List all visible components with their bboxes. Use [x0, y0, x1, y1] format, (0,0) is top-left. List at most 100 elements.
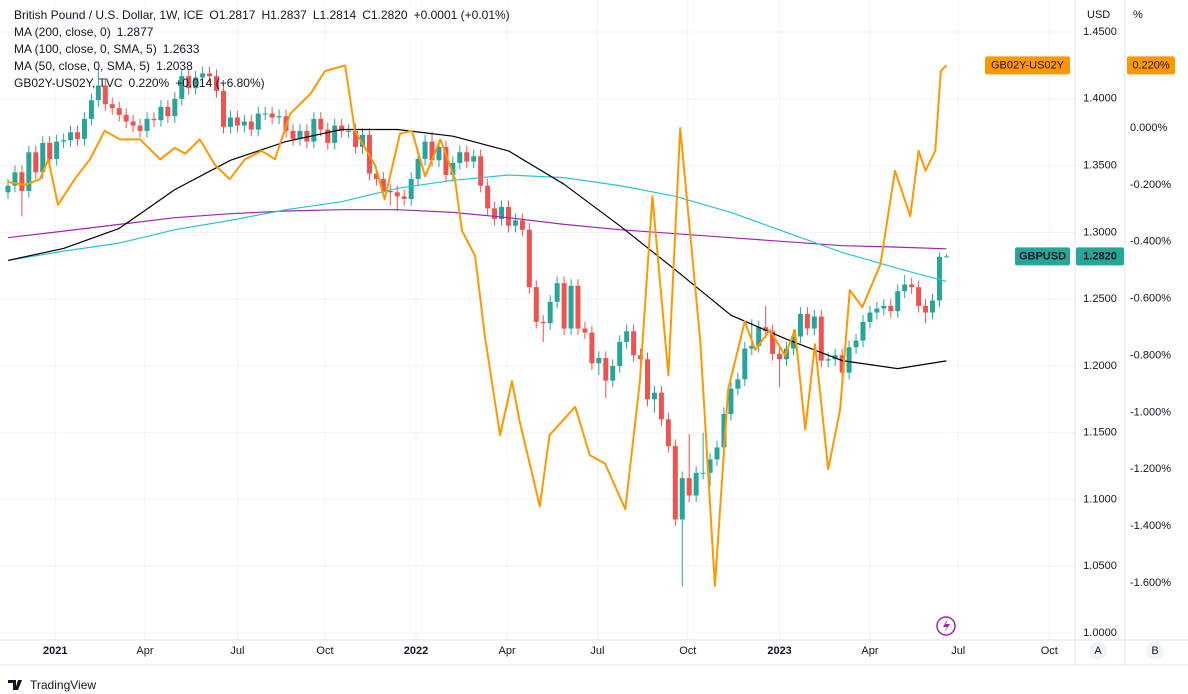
candle-body [179, 76, 185, 99]
y-tick-label: 1.3000 [1083, 226, 1117, 238]
candle-body [19, 172, 25, 191]
x-tick-label: Oct [316, 645, 333, 657]
candle-body [610, 365, 616, 381]
scale-button-bg[interactable] [1089, 642, 1107, 660]
pct-axis-title: % [1133, 9, 1143, 21]
candle-body [631, 331, 637, 356]
candle-body [40, 142, 46, 173]
candle-body [443, 146, 449, 175]
x-tick-label: Oct [679, 645, 696, 657]
candle-body [867, 312, 873, 322]
legend-series-value: 0.220% [129, 76, 170, 90]
candle-body [832, 355, 838, 360]
candle-body [519, 220, 525, 230]
candle-body [735, 379, 741, 389]
candle-body [193, 77, 199, 89]
candle-body [373, 173, 379, 179]
candle-body [902, 284, 908, 292]
plot-area [5, 64, 949, 587]
candle-body [923, 305, 929, 313]
candle-body [839, 355, 845, 373]
y-tick-label: 1.4000 [1083, 93, 1117, 105]
legend-ohlc: O1.2817 [209, 8, 255, 22]
candle-body [909, 284, 915, 288]
candle-body [478, 156, 484, 186]
candle-body [763, 327, 769, 332]
candle-body [200, 73, 206, 78]
candle-body [346, 130, 352, 132]
y-tick-label: 1.4500 [1083, 26, 1117, 38]
x-tick-label: Jul [951, 645, 965, 657]
legend-change: +0.0001 (+0.01%) [414, 8, 510, 22]
legend-series-value: 1.2633 [163, 42, 200, 56]
candle-body [770, 331, 776, 354]
candle-body [109, 104, 115, 109]
candle-body [651, 392, 657, 400]
candle-body [325, 129, 331, 143]
candle-body [12, 172, 18, 186]
candle-body [672, 446, 678, 520]
legend-ohlc: H1.2837 [261, 8, 307, 22]
candle-body [130, 121, 136, 126]
scale-button[interactable]: A [1094, 645, 1102, 657]
y2-tick-label: -0.200% [1130, 179, 1171, 191]
candle-body [151, 118, 157, 121]
x-tick-label: Apr [861, 645, 878, 657]
candle-body [464, 152, 470, 162]
candle-body [227, 117, 233, 127]
candle-body [311, 118, 317, 142]
candle-body [492, 208, 498, 220]
legend-series-value: 1.2877 [117, 25, 154, 39]
candle-body [123, 114, 129, 122]
line-series [7, 64, 948, 587]
price-axis-title: USD [1087, 9, 1110, 21]
scale-button[interactable]: B [1151, 645, 1158, 657]
candle-body [561, 283, 567, 329]
y2-tick-label: -0.400% [1130, 236, 1171, 248]
candle-body [81, 118, 87, 139]
candle-body [512, 220, 518, 226]
series-name-label-box [1015, 247, 1070, 266]
candle-body [5, 185, 11, 193]
legend-series-name: GB02Y-US02Y, TVC [14, 76, 123, 90]
x-tick-label: Oct [1041, 645, 1058, 657]
y2-tick-label: 0.000% [1130, 122, 1168, 134]
candle-body [485, 185, 491, 209]
candle-body [881, 305, 887, 309]
candle-body [95, 85, 101, 101]
candle-body [332, 125, 338, 143]
candle-body [234, 117, 240, 126]
footer-logo[interactable]: TradingView [30, 678, 96, 692]
candle-body [422, 141, 428, 159]
candle-body [353, 130, 359, 147]
candle-body [318, 118, 324, 130]
candle-body [645, 359, 651, 400]
legend-series-name: MA (50, close, 0, SMA, 5) [14, 59, 150, 73]
candle-body [797, 313, 803, 337]
y2-tick-label: -1.200% [1130, 463, 1171, 475]
scale-button-bg[interactable] [1146, 642, 1164, 660]
candle-body [804, 313, 810, 329]
x-tick-label: Apr [136, 645, 153, 657]
line-series [7, 174, 947, 282]
alert-bolt[interactable] [943, 619, 950, 633]
legend-series-name: MA (100, close, 0, SMA, 5) [14, 42, 157, 56]
candle-body [665, 419, 671, 447]
candle-body [450, 162, 456, 175]
alert-icon[interactable] [936, 616, 956, 636]
x-tick-label: Jul [590, 645, 604, 657]
candle-body [742, 348, 748, 380]
candle-body [186, 76, 192, 89]
series-name-label: GB02Y-US02Y [991, 59, 1065, 71]
legend: British Pound / U.S. Dollar, 1W, ICE O1.2… [14, 8, 510, 90]
x-tick-label: 2023 [767, 645, 791, 657]
candle-body [26, 152, 32, 191]
candle-body [505, 207, 511, 226]
candle-body [916, 287, 922, 306]
candle-body [61, 140, 67, 142]
x-tick-label: 2021 [43, 645, 67, 657]
candle-body [596, 357, 602, 364]
alert-circle[interactable] [936, 616, 956, 636]
candle-body [818, 316, 824, 361]
